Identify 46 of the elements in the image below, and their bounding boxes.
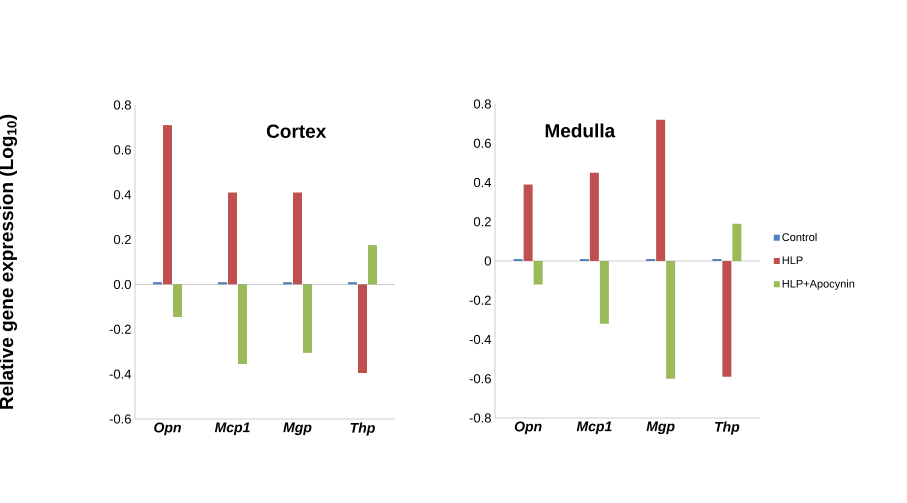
bar xyxy=(534,261,543,285)
bar xyxy=(722,261,732,377)
text: Cortex xyxy=(266,124,326,138)
y-tick-label: -0.2 xyxy=(470,296,491,305)
bar xyxy=(666,261,676,379)
legend-label: HLP+Apocynin xyxy=(782,280,854,290)
bar xyxy=(173,284,182,317)
bar xyxy=(163,125,172,284)
y-tick-label: 0.0 xyxy=(114,280,131,290)
y-tick-label: -0.4 xyxy=(470,334,492,344)
x-tick-label: Mcp1 xyxy=(214,422,250,436)
bar xyxy=(524,184,533,262)
bar xyxy=(293,192,302,284)
legend-label: Control xyxy=(782,233,817,242)
bar xyxy=(732,224,742,262)
y-tick-label: 0.6 xyxy=(474,138,491,148)
y-tick-label: -0.6 xyxy=(110,414,131,424)
bar xyxy=(238,284,247,364)
y-tick-label: 0.6 xyxy=(114,145,131,154)
bar xyxy=(358,284,367,374)
y-tick-label: 0.4 xyxy=(114,190,132,200)
x-tick-label: Thp xyxy=(715,422,740,435)
y-tick-label: -0.6 xyxy=(470,374,491,384)
y-tick-label: 0.2 xyxy=(474,217,491,226)
x-tick-label: Mgp xyxy=(283,422,312,436)
bar xyxy=(600,261,609,324)
text: Medulla xyxy=(546,124,616,138)
x-tick-label: Opn xyxy=(154,422,181,436)
legend-label: HLP xyxy=(782,256,803,264)
bar xyxy=(368,245,378,284)
y-tick-label: 0 xyxy=(484,256,491,266)
bar xyxy=(303,284,312,353)
x-tick-label: Mgp xyxy=(646,422,675,434)
x-tick-label: Thp xyxy=(350,422,375,436)
y-tick-label: -0.2 xyxy=(110,324,131,334)
y-tick-label: -0.8 xyxy=(470,413,491,423)
bar xyxy=(590,172,599,262)
y-tick-label: 0.8 xyxy=(474,99,491,109)
x-tick-label: Mcp1 xyxy=(576,422,612,434)
y-tick-label: 0.4 xyxy=(474,178,492,188)
bar xyxy=(228,192,238,284)
bar xyxy=(656,120,666,262)
y-tick-label: -0.4 xyxy=(110,370,132,379)
y-tick-label: 0.8 xyxy=(114,100,131,110)
y-tick-label: 0.2 xyxy=(114,234,131,244)
x-tick-label: Opn xyxy=(514,422,542,434)
